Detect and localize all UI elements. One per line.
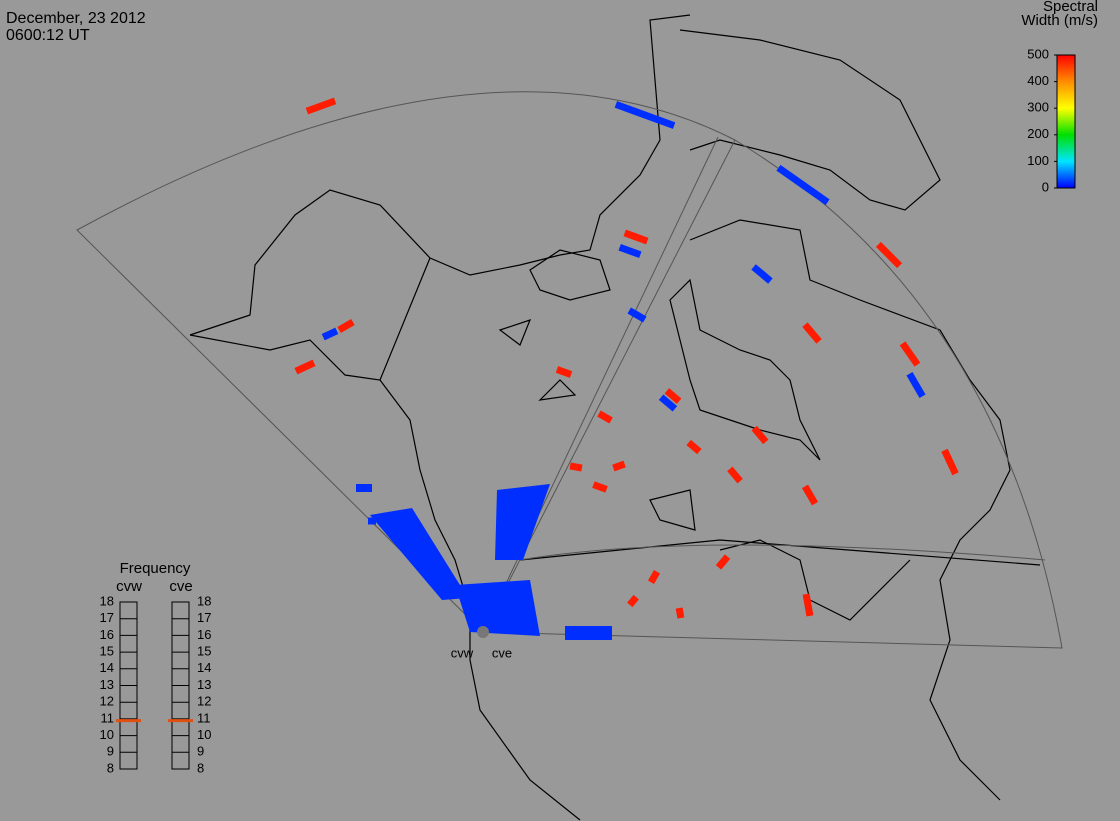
- echo: [686, 439, 702, 455]
- echo: [597, 410, 613, 424]
- colorbar-tick-label: 200: [1027, 126, 1049, 141]
- echo: [875, 241, 903, 269]
- frequency-tick-label: 9: [107, 744, 114, 759]
- site-label: cvw: [451, 645, 474, 660]
- colorbar-tick-label: 300: [1027, 100, 1049, 115]
- echo: [675, 607, 685, 619]
- echo: [776, 164, 830, 206]
- echo: [727, 466, 743, 484]
- frequency-tick-label: 10: [197, 727, 211, 742]
- frequency-tick-label: 16: [100, 627, 114, 642]
- echo: [455, 580, 540, 636]
- frequency-tick-label: 18: [197, 593, 211, 608]
- echo: [614, 101, 676, 129]
- radar-name: cve: [169, 578, 192, 595]
- frequency-tick-label: 15: [197, 644, 211, 659]
- colorbar-tick-label: 400: [1027, 73, 1049, 88]
- frequency-tick-label: 13: [197, 677, 211, 692]
- echo: [565, 626, 612, 640]
- date: December, 23 2012: [6, 10, 146, 27]
- frequency-tick-label: 14: [100, 660, 114, 675]
- frequency-tick-label: 11: [101, 710, 115, 725]
- echo: [627, 307, 647, 323]
- echo: [801, 484, 819, 506]
- frequency-title: Frequency: [120, 560, 191, 577]
- echo: [658, 394, 678, 412]
- colorbar: [1056, 54, 1076, 189]
- echo: [664, 388, 682, 404]
- colorbar-title: Width (m/s): [1021, 12, 1098, 29]
- frequency-tick-label: 8: [107, 760, 114, 775]
- echo: [592, 481, 608, 493]
- frequency-tick-label: 18: [100, 593, 114, 608]
- echo: [356, 484, 372, 492]
- frequency-tick-label: 14: [197, 660, 211, 675]
- echo: [623, 229, 649, 245]
- radar-name: cvw: [116, 578, 142, 595]
- echo: [802, 593, 814, 617]
- frequency-tick-label: 15: [100, 644, 114, 659]
- echo: [294, 359, 316, 375]
- time: 0600:12 UT: [6, 27, 90, 44]
- radar-site: [477, 626, 489, 638]
- frequency-tick-label: 13: [100, 677, 114, 692]
- frequency-tick-label: 17: [100, 610, 114, 625]
- echo: [612, 460, 626, 472]
- echo: [337, 318, 355, 334]
- site-label: cve: [492, 645, 512, 660]
- echo: [647, 570, 661, 584]
- colorbar-tick-label: 0: [1042, 179, 1049, 194]
- frequency-tick-label: 12: [100, 694, 114, 709]
- frequency-tick-label: 12: [197, 694, 211, 709]
- echo: [899, 341, 921, 367]
- echo: [906, 371, 926, 399]
- frequency-tick-label: 16: [197, 627, 211, 642]
- echo: [751, 264, 773, 284]
- echo: [368, 517, 376, 525]
- echo: [569, 462, 583, 472]
- echo-layer: [294, 97, 959, 640]
- echo: [305, 97, 337, 115]
- echo: [802, 322, 822, 344]
- echo: [495, 484, 550, 560]
- echo: [321, 327, 339, 341]
- colorbar-tick-label: 100: [1027, 153, 1049, 168]
- frequency-tick-label: 11: [197, 710, 211, 725]
- colorbar-title: Spectral: [1043, 0, 1098, 15]
- colorbar-tick-label: 500: [1027, 46, 1049, 61]
- echo: [751, 425, 769, 445]
- frequency-tick-label: 9: [197, 744, 204, 759]
- echo: [370, 508, 468, 600]
- echo: [627, 594, 639, 608]
- echo: [715, 554, 731, 570]
- frequency-tick-label: 10: [100, 727, 114, 742]
- frequency-tick-label: 8: [197, 760, 204, 775]
- echo: [555, 366, 573, 378]
- frequency-tick-label: 17: [197, 610, 211, 625]
- echo: [941, 448, 959, 476]
- echo: [618, 243, 642, 259]
